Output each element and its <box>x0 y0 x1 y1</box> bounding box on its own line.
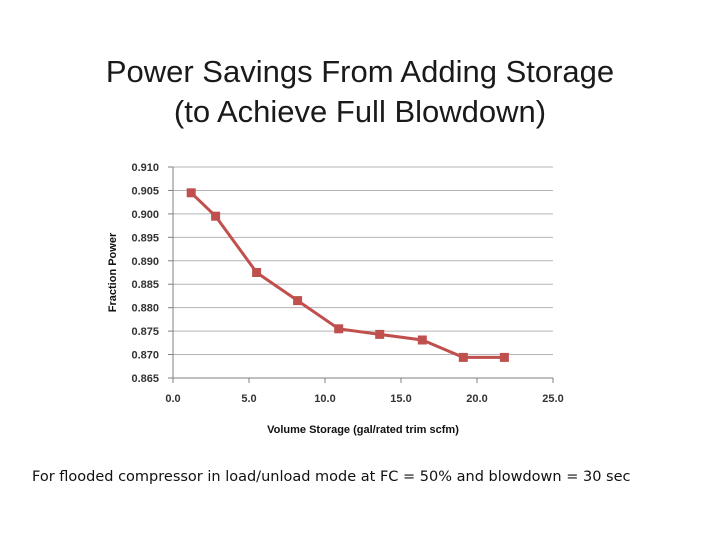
y-tick-labels: 0.865 0.870 0.875 0.880 0.885 0.890 0.895 0.900… <box>131 162 159 385</box>
y-tick-label: 0.870 <box>131 350 159 362</box>
data-point <box>211 211 221 221</box>
grid-lines <box>173 166 553 379</box>
chart-panel: 0.865 0.870 0.875 0.880 0.885 0.890 0.895 0.900… <box>86 150 580 450</box>
y-tick-label: 0.880 <box>131 303 159 315</box>
x-tick-label: 5.0 <box>241 393 256 405</box>
data-point <box>252 268 262 277</box>
x-tick-label: 15.0 <box>390 393 411 405</box>
slide-title-line-1: Power Savings From Adding Storage <box>105 54 615 89</box>
y-tick-label: 0.900 <box>131 209 159 221</box>
line-chart: 0.865 0.870 0.875 0.880 0.885 0.890 0.895 0.900… <box>107 162 564 436</box>
slide-title: Power Savings From Adding Storage (to Ac… <box>0 52 720 132</box>
x-tick-label: 0.0 <box>165 393 180 405</box>
y-tick-label: 0.910 <box>131 162 159 174</box>
chart-caption: For flooded compressor in load/unload mo… <box>32 469 631 485</box>
x-axis-title: Volume Storage (gal/rated trim scfm) <box>267 424 459 436</box>
y-tick-label: 0.890 <box>131 256 159 268</box>
data-point <box>417 335 427 345</box>
y-tick-label: 0.895 <box>131 232 159 244</box>
x-tick-label: 25.0 <box>542 393 563 405</box>
data-point <box>499 352 509 362</box>
x-tick-labels: 0.0 5.0 10.0 15.0 20.0 25.0 <box>165 393 563 405</box>
data-point-markers <box>186 188 509 362</box>
y-tick-label: 0.875 <box>131 326 159 338</box>
data-point <box>293 296 303 306</box>
data-point <box>334 324 344 334</box>
data-point <box>458 352 468 362</box>
y-tick-label: 0.865 <box>131 373 159 385</box>
y-tick-label: 0.905 <box>131 185 159 197</box>
x-tick-label: 20.0 <box>466 393 487 405</box>
slide-title-line-2: (to Achieve Full Blowdown) <box>173 94 547 129</box>
data-point <box>186 188 196 198</box>
y-tick-label: 0.885 <box>131 279 159 291</box>
data-point <box>375 329 385 339</box>
axes <box>168 166 554 383</box>
y-axis-title: Fraction Power <box>107 232 119 312</box>
series-line <box>190 191 505 359</box>
x-tick-label: 10.0 <box>314 393 335 405</box>
